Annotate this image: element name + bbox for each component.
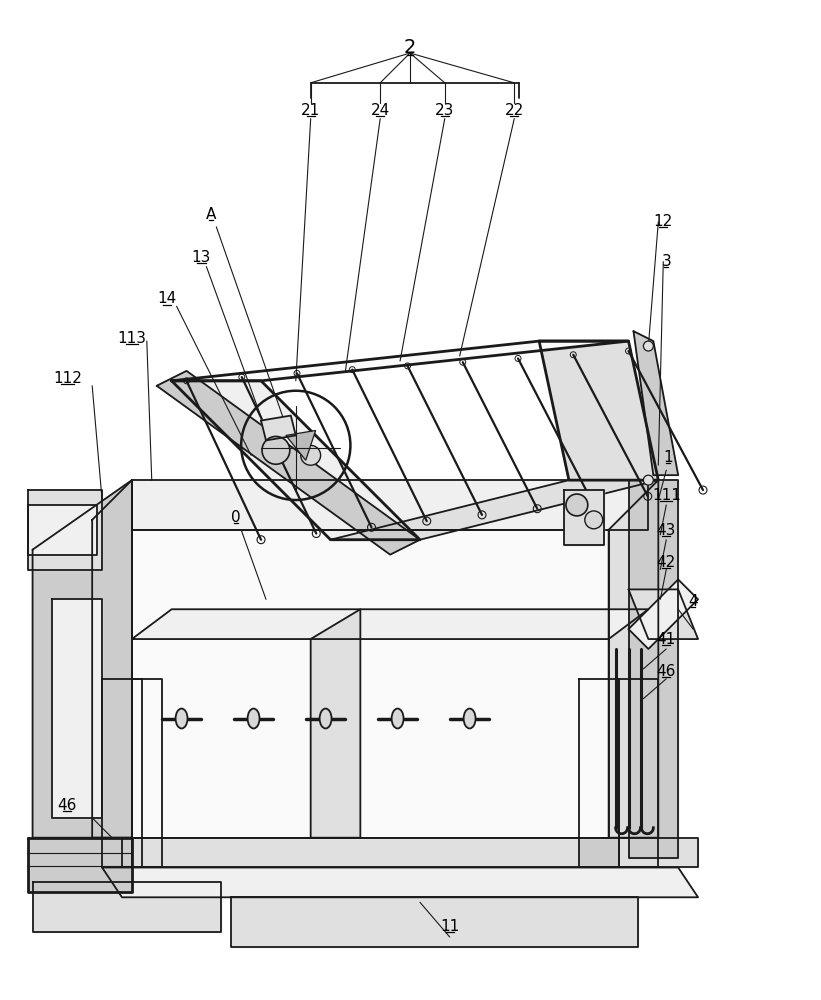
Polygon shape — [634, 331, 678, 475]
Ellipse shape — [248, 709, 259, 728]
Text: 11: 11 — [440, 919, 460, 934]
Polygon shape — [286, 430, 315, 460]
Polygon shape — [629, 579, 698, 649]
Polygon shape — [629, 480, 678, 858]
Polygon shape — [331, 480, 658, 540]
Ellipse shape — [176, 709, 187, 728]
Polygon shape — [28, 838, 132, 892]
Polygon shape — [92, 480, 132, 838]
Text: 13: 13 — [192, 250, 211, 265]
Polygon shape — [102, 679, 142, 867]
Text: 112: 112 — [53, 371, 82, 386]
Text: 42: 42 — [657, 555, 676, 570]
Polygon shape — [28, 490, 102, 570]
Text: 14: 14 — [157, 291, 177, 306]
Polygon shape — [618, 679, 658, 867]
Polygon shape — [132, 480, 649, 530]
Text: 0: 0 — [232, 510, 241, 525]
Ellipse shape — [319, 709, 332, 728]
Text: 21: 21 — [301, 103, 320, 118]
Text: 22: 22 — [505, 103, 524, 118]
Text: 12: 12 — [654, 214, 673, 229]
Polygon shape — [157, 371, 420, 555]
Text: 46: 46 — [57, 798, 77, 813]
Polygon shape — [122, 838, 698, 867]
Polygon shape — [132, 679, 162, 867]
Ellipse shape — [464, 709, 475, 728]
Text: 3: 3 — [662, 254, 671, 269]
Polygon shape — [28, 505, 97, 555]
Circle shape — [566, 494, 588, 516]
Text: 41: 41 — [657, 632, 676, 647]
Polygon shape — [53, 599, 102, 818]
Text: 2: 2 — [404, 38, 416, 57]
Text: 111: 111 — [652, 488, 681, 503]
Text: A: A — [206, 207, 217, 222]
Polygon shape — [172, 381, 420, 540]
Polygon shape — [629, 589, 698, 639]
Ellipse shape — [392, 709, 404, 728]
Polygon shape — [579, 679, 618, 867]
Text: 1: 1 — [663, 450, 673, 465]
Polygon shape — [33, 882, 222, 932]
Polygon shape — [132, 609, 649, 639]
Polygon shape — [539, 341, 658, 480]
Text: 43: 43 — [657, 523, 676, 538]
Text: 4: 4 — [688, 594, 698, 609]
Polygon shape — [132, 530, 608, 838]
Text: 46: 46 — [657, 664, 676, 679]
Text: 113: 113 — [117, 331, 146, 346]
Polygon shape — [564, 490, 603, 545]
Circle shape — [300, 445, 321, 465]
Circle shape — [644, 341, 654, 351]
Polygon shape — [310, 609, 360, 838]
Polygon shape — [261, 416, 296, 440]
Polygon shape — [102, 867, 698, 897]
Circle shape — [585, 511, 603, 529]
Circle shape — [644, 475, 654, 485]
Text: 23: 23 — [435, 103, 455, 118]
Text: 24: 24 — [370, 103, 390, 118]
Polygon shape — [232, 897, 639, 947]
Polygon shape — [33, 480, 132, 838]
Polygon shape — [172, 341, 629, 381]
Polygon shape — [608, 480, 658, 838]
Circle shape — [262, 436, 290, 464]
